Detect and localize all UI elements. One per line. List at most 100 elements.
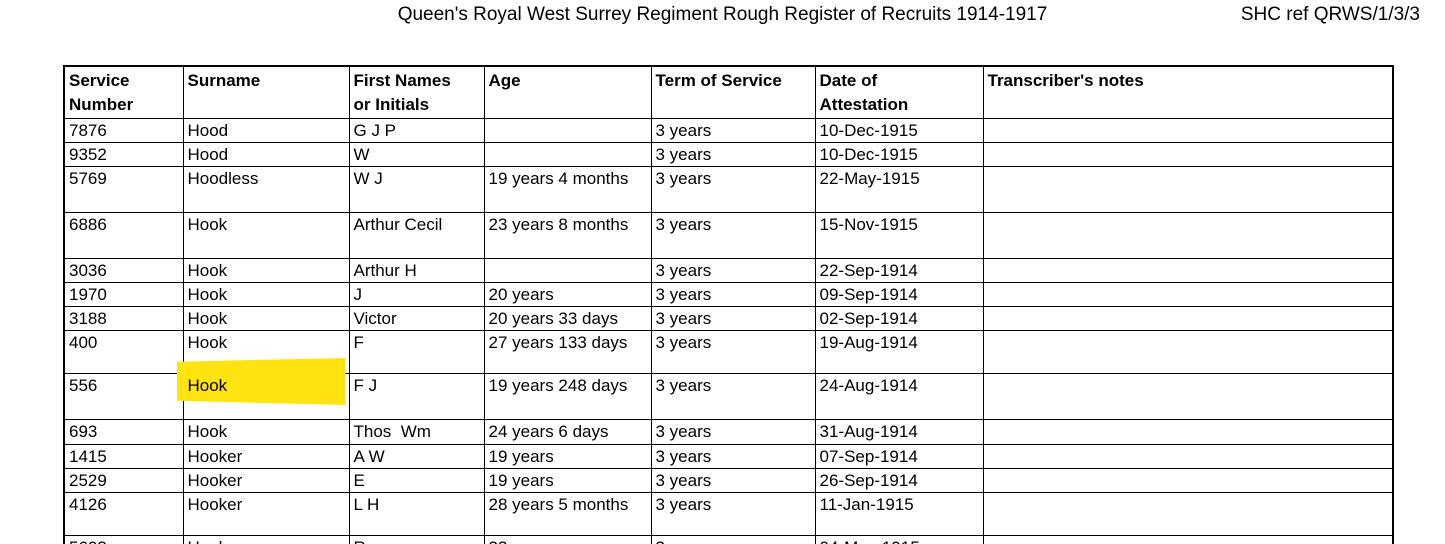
cell-text: 3036 — [69, 261, 107, 280]
cell-text: W J — [353, 169, 383, 188]
cell-service-number: 2529 — [63, 468, 184, 493]
cell-service-number: 3036 — [63, 258, 184, 283]
cell-text: Thos Wm — [353, 422, 431, 441]
cell-text: 33 years — [489, 538, 554, 544]
cell-term-of-service: 3 years — [650, 142, 816, 167]
cell-term-of-service: 3 years — [650, 444, 816, 469]
cell-text: 19 years 248 days — [488, 376, 628, 395]
cell-term-of-service: 3 years — [650, 118, 816, 143]
cell-age: 19 years — [483, 444, 652, 469]
cell-surname: Hook — [182, 419, 350, 445]
cell-text: Arthur H — [353, 261, 417, 280]
cell-text: 3 years — [655, 121, 712, 140]
table-row: 9352 Hood W 3 years 10-Dec-1915 — [63, 142, 1394, 167]
cell-text: 19 years — [488, 471, 554, 490]
cell-text: 2529 — [69, 471, 107, 490]
cell-text: Arthur Cecil — [353, 215, 443, 234]
cell-term-of-service: 3 years — [650, 535, 816, 544]
cell-date-of-attestation: 09-Sep-1914 — [814, 282, 984, 307]
cell-text: Hook — [187, 261, 228, 280]
cell-notes — [982, 282, 1394, 307]
cell-text: 9352 — [69, 145, 107, 164]
cell-text: A W — [353, 447, 385, 466]
cell-text: 19-Aug-1914 — [819, 333, 918, 352]
cell-age: 27 years 133 days — [483, 330, 652, 374]
cell-text: 3 years — [655, 495, 712, 514]
table-row: 5603 Hooker R 33 years 3 years 04-May-1915 — [63, 535, 1394, 544]
cell-text: 07-Sep-1914 — [819, 447, 918, 466]
cell-text: 28 years 5 months — [488, 495, 629, 514]
cell-surname: Hoodless — [182, 166, 350, 213]
cell-first-names: Victor — [348, 306, 485, 331]
cell-text: Victor — [353, 309, 397, 328]
cell-surname: Hook — [182, 282, 350, 307]
cell-age: 20 years 33 days — [483, 306, 652, 331]
highlight-marker — [176, 358, 346, 405]
cell-surname: Hooker — [182, 535, 350, 544]
cell-text: 19 years 4 months — [488, 169, 629, 188]
cell-text: 26-Sep-1914 — [819, 471, 918, 490]
cell-text: Hook — [187, 422, 228, 441]
cell-text: 3 years — [655, 261, 712, 280]
cell-text: J — [353, 285, 363, 304]
cell-date-of-attestation: 24-Aug-1914 — [814, 373, 984, 420]
cell-surname: Hook — [176, 358, 350, 420]
cell-notes — [982, 492, 1394, 536]
cell-text: F J — [353, 376, 378, 395]
cell-text: Hooker — [187, 447, 243, 466]
cell-age: 20 years — [483, 282, 652, 307]
cell-text: 22-May-1915 — [819, 169, 920, 188]
cell-text: F — [353, 333, 364, 352]
cell-text: 1415 — [69, 447, 107, 466]
cell-term-of-service: 3 years — [650, 419, 816, 445]
cell-first-names: J — [348, 282, 485, 307]
cell-text: 04-May-1915 — [820, 538, 920, 544]
cell-text: Hook — [187, 285, 228, 304]
cell-text: 3 years — [656, 538, 712, 544]
cell-term-of-service: 3 years — [650, 258, 816, 283]
table-row: 4126 Hooker L H 28 years 5 months 3 years 11-… — [63, 492, 1394, 536]
cell-text: Hook — [187, 215, 228, 234]
table-row: 6886 Hook Arthur Cecil 23 years 8 months 3 y… — [63, 212, 1394, 259]
cell-first-names: W — [348, 142, 485, 167]
cell-date-of-attestation: 10-Dec-1915 — [814, 142, 984, 167]
cell-date-of-attestation: 22-May-1915 — [814, 166, 984, 213]
cell-age: 24 years 6 days — [483, 419, 652, 445]
cell-surname: Hook — [182, 306, 350, 331]
cell-text: Hooker — [187, 471, 243, 490]
cell-text: 24-Aug-1914 — [819, 376, 918, 395]
cell-text: Hook — [187, 333, 228, 352]
column-header-term-of-service: Term of Service — [650, 65, 816, 119]
cell-age: 23 years 8 months — [483, 212, 652, 259]
cell-notes — [982, 535, 1394, 544]
cell-text: 3 years — [655, 215, 712, 234]
cell-date-of-attestation: 11-Jan-1915 — [814, 492, 984, 536]
cell-date-of-attestation: 10-Dec-1915 — [814, 118, 984, 143]
cell-term-of-service: 3 years — [650, 166, 816, 213]
column-header-transcribers-notes: Transcriber's notes — [982, 65, 1394, 119]
cell-first-names: Thos Wm — [348, 419, 485, 445]
cell-text: 10-Dec-1915 — [819, 121, 918, 140]
cell-text: Hoodless — [187, 169, 259, 188]
cell-notes — [982, 306, 1394, 331]
cell-text: R — [354, 538, 366, 544]
cell-text: 4126 — [69, 495, 107, 514]
cell-text: 20 years — [488, 285, 554, 304]
cell-service-number: 5603 — [63, 535, 184, 544]
cell-surname: Hook — [182, 258, 350, 283]
table-row: 1970 Hook J 20 years 3 years 09-Sep-1914 — [63, 282, 1394, 307]
cell-term-of-service: 3 years — [650, 492, 816, 536]
table-row: 556 Hook F J 19 years 248 days 3 years 24-Aug… — [63, 358, 1394, 420]
cell-text: 02-Sep-1914 — [819, 309, 918, 328]
cell-term-of-service: 3 years — [650, 373, 816, 420]
cell-service-number: 556 — [63, 373, 184, 420]
cell-term-of-service: 3 years — [650, 330, 816, 374]
cell-date-of-attestation: 26-Sep-1914 — [814, 468, 984, 493]
cell-service-number: 1970 — [63, 282, 184, 307]
cell-text: 20 years 33 days — [488, 309, 618, 328]
cell-text: 22-Sep-1914 — [819, 261, 918, 280]
cell-date-of-attestation: 22-Sep-1914 — [814, 258, 984, 283]
cell-first-names: Arthur H — [348, 258, 485, 283]
column-header-first-names: First Names or Initials — [348, 65, 485, 119]
